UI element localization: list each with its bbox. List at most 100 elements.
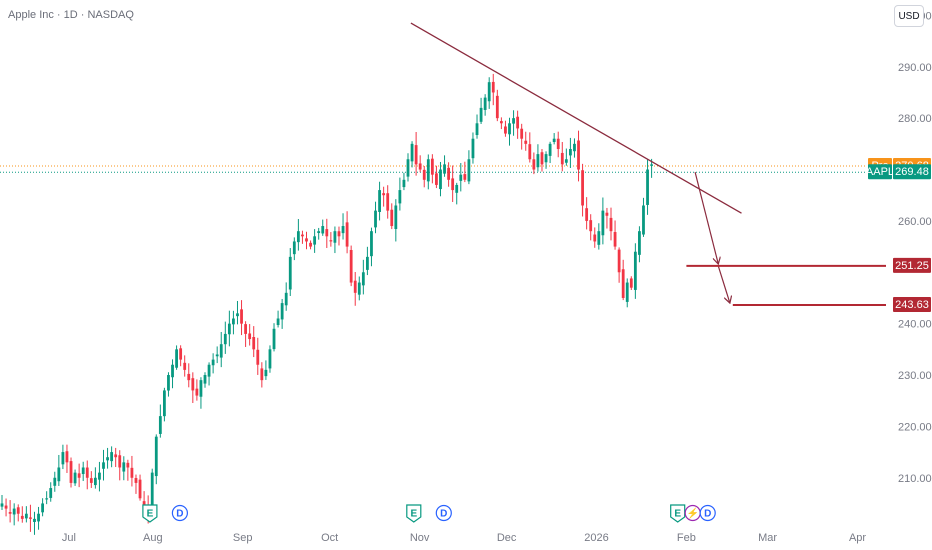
projection-arrow	[717, 265, 730, 303]
candle-body	[524, 140, 528, 144]
candle-body	[284, 292, 288, 306]
candle-body	[16, 507, 20, 514]
candle-body	[487, 82, 491, 102]
candle-body	[276, 318, 280, 326]
candle-body	[317, 231, 321, 234]
candle-body	[646, 169, 649, 205]
candle	[272, 323, 276, 352]
candle	[487, 77, 491, 109]
candle-body	[195, 388, 199, 396]
candle-body	[430, 158, 434, 175]
candle	[508, 117, 511, 146]
candle-body	[601, 210, 605, 236]
price-tag-value-box	[893, 257, 931, 273]
candle	[260, 362, 264, 388]
earnings-event-icon[interactable]: E	[406, 504, 422, 523]
candle	[394, 199, 398, 242]
candle-body	[357, 282, 361, 295]
price-tag: AAPL 269.48	[866, 164, 931, 180]
candle	[252, 326, 256, 358]
candle-body	[483, 97, 487, 110]
dividend-event-icon[interactable]: D	[435, 504, 452, 522]
candle	[467, 150, 471, 185]
price-tag-value-box	[893, 164, 931, 180]
candle-body	[398, 190, 402, 204]
candle-body	[33, 518, 36, 522]
candle	[447, 162, 450, 187]
split-event-icon[interactable]: ⚡	[684, 504, 701, 522]
candle-body	[73, 472, 77, 484]
candle-body	[272, 328, 276, 350]
candle	[548, 141, 552, 164]
candle	[130, 455, 134, 487]
earnings-event-icon[interactable]: E	[670, 504, 686, 523]
candle	[459, 163, 463, 192]
x-tick-label: Jul	[62, 532, 76, 544]
candle	[337, 226, 341, 246]
candle-body	[199, 380, 203, 397]
currency-button[interactable]: USD	[894, 5, 924, 27]
earnings-event-icon[interactable]: E	[142, 504, 158, 523]
candle	[89, 471, 93, 488]
candle	[215, 346, 219, 364]
candle-body	[508, 123, 511, 135]
candle-body	[353, 280, 357, 293]
candle	[475, 114, 479, 139]
candle-body	[605, 212, 609, 216]
candle	[422, 166, 426, 188]
candle-body	[378, 190, 381, 212]
dividend-event-icon[interactable]: D	[171, 504, 188, 522]
candle	[138, 474, 142, 501]
candle-body	[459, 174, 463, 181]
candle	[341, 213, 345, 240]
candle	[114, 447, 118, 468]
candle	[516, 110, 520, 139]
candle	[305, 231, 308, 250]
candle-body	[207, 364, 211, 377]
candle	[118, 450, 122, 481]
candle	[430, 154, 434, 184]
candle-body	[313, 236, 317, 245]
candle-body	[12, 508, 16, 515]
dividend-shape	[435, 504, 452, 522]
candle-body	[406, 159, 410, 177]
y-tick-label: 290.00	[898, 62, 932, 74]
candle	[102, 449, 105, 481]
candle	[589, 214, 593, 241]
candle-body	[211, 359, 215, 366]
candle	[646, 159, 649, 215]
candle-body	[512, 118, 515, 124]
candle-body	[215, 354, 219, 357]
candle-body	[374, 210, 377, 228]
candle	[77, 463, 81, 488]
candle	[491, 73, 495, 106]
x-tick-label: Feb	[677, 532, 696, 544]
candle	[199, 377, 203, 409]
candle	[268, 345, 272, 373]
candle	[244, 321, 247, 347]
candle-body	[625, 282, 629, 302]
earnings-shape	[406, 504, 422, 523]
candle	[398, 177, 402, 211]
candle	[556, 131, 560, 158]
candle-body	[138, 479, 142, 499]
candle	[191, 372, 195, 404]
candle	[93, 467, 97, 489]
candle-body	[642, 205, 645, 235]
candle	[540, 149, 544, 172]
candle	[569, 137, 572, 168]
candle-body	[240, 309, 243, 324]
candle	[435, 165, 438, 189]
candle	[345, 211, 349, 254]
candle	[504, 120, 507, 137]
candle-body	[24, 513, 28, 519]
dividend-event-icon[interactable]: D	[699, 504, 716, 522]
candle	[313, 229, 317, 253]
candle	[564, 148, 568, 166]
candle	[321, 219, 325, 236]
candle	[638, 226, 641, 263]
candle-body	[8, 512, 12, 514]
candle	[301, 230, 304, 244]
candle-body	[435, 173, 438, 185]
